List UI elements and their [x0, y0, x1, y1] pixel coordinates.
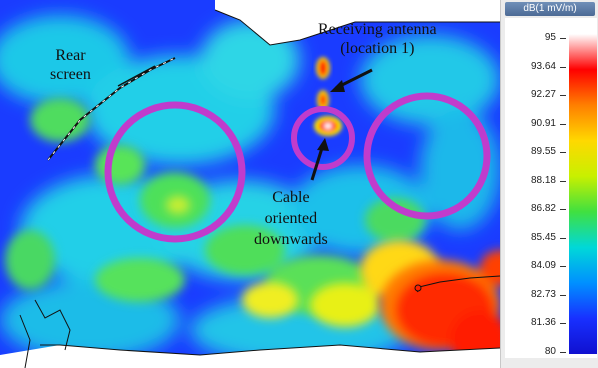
colorbar-tick-label: 85.45	[530, 231, 556, 243]
colorbar-tick-mark	[560, 237, 566, 239]
field-heatmap	[0, 0, 500, 368]
colorbar-tick-label: 88.18	[530, 174, 556, 186]
colorbar-tick-mark	[560, 66, 566, 68]
antenna-arrow	[330, 68, 373, 92]
colorbar-tick-mark	[560, 209, 566, 211]
colorbar-tick-label: 93.64	[530, 60, 556, 72]
annotation-receiving-antenna-line-2: (location 1)	[340, 40, 415, 57]
circle-right	[363, 92, 491, 220]
colorbar-tick-label: 86.82	[530, 203, 556, 215]
annotation-receiving-antenna: Receiving antenna (location 1)	[318, 20, 437, 58]
colorbar-tick-label: 89.55	[530, 146, 556, 158]
point-marker	[414, 284, 422, 292]
colorbar-tick-mark	[560, 180, 566, 182]
colorbar-tick-label: 84.09	[530, 260, 556, 272]
colorbar-strip	[569, 34, 597, 354]
cable-hotspot	[314, 116, 342, 136]
colorbar-tick-label: 95	[544, 32, 556, 43]
colorbar-tick-mark	[560, 95, 566, 97]
colorbar-tick-label: 90.91	[530, 117, 556, 129]
annotation-cable-line-3: downwards	[254, 231, 328, 248]
colorbar-legend: dB(1 mV/m) 95 93.64 92.27 90.91 89.55 88.18 86…	[500, 0, 598, 368]
colorbar-tick-mark	[560, 352, 566, 353]
circle-center	[291, 106, 355, 170]
rear-screen-pointer	[117, 65, 156, 87]
annotation-cable-line-1: Cable	[272, 189, 310, 206]
colorbar-tick-mark	[560, 294, 566, 296]
colorbar-tick-label: 80	[544, 346, 556, 357]
antenna-hotspot	[316, 57, 330, 110]
colorbar-tick-mark	[560, 323, 566, 325]
colorbar-tick-mark	[560, 266, 566, 268]
annotation-cable-line-2: oriented	[264, 210, 318, 227]
rear-screen-highlight	[47, 57, 176, 161]
colorbar-tick-mark	[560, 38, 566, 39]
colorbar-gradient-svg	[569, 34, 597, 354]
colorbar-tick-mark	[560, 123, 566, 125]
circle-left	[104, 101, 246, 243]
annotation-receiving-antenna-line-1: Receiving antenna	[318, 21, 437, 38]
colorbar-unit-label: dB(1 mV/m)	[505, 2, 595, 16]
colorbar-ramp: 95 93.64 92.27 90.91 89.55 88.18 86.82 85.45 84.…	[505, 18, 597, 358]
cable-arrow	[310, 138, 329, 181]
annotation-rear-screen: Rear screen	[50, 46, 91, 84]
colorbar-tick-label: 92.27	[530, 89, 556, 101]
annotation-cable: Cable oriented downwards	[254, 187, 328, 250]
colorbar-tick-label: 81.36	[530, 317, 556, 329]
annotation-rear-screen-line-2: screen	[50, 66, 91, 83]
colorbar-tick-mark	[560, 152, 566, 154]
annotation-rear-screen-line-1: Rear	[55, 47, 86, 64]
colorbar-tick-label: 82.73	[530, 288, 556, 300]
